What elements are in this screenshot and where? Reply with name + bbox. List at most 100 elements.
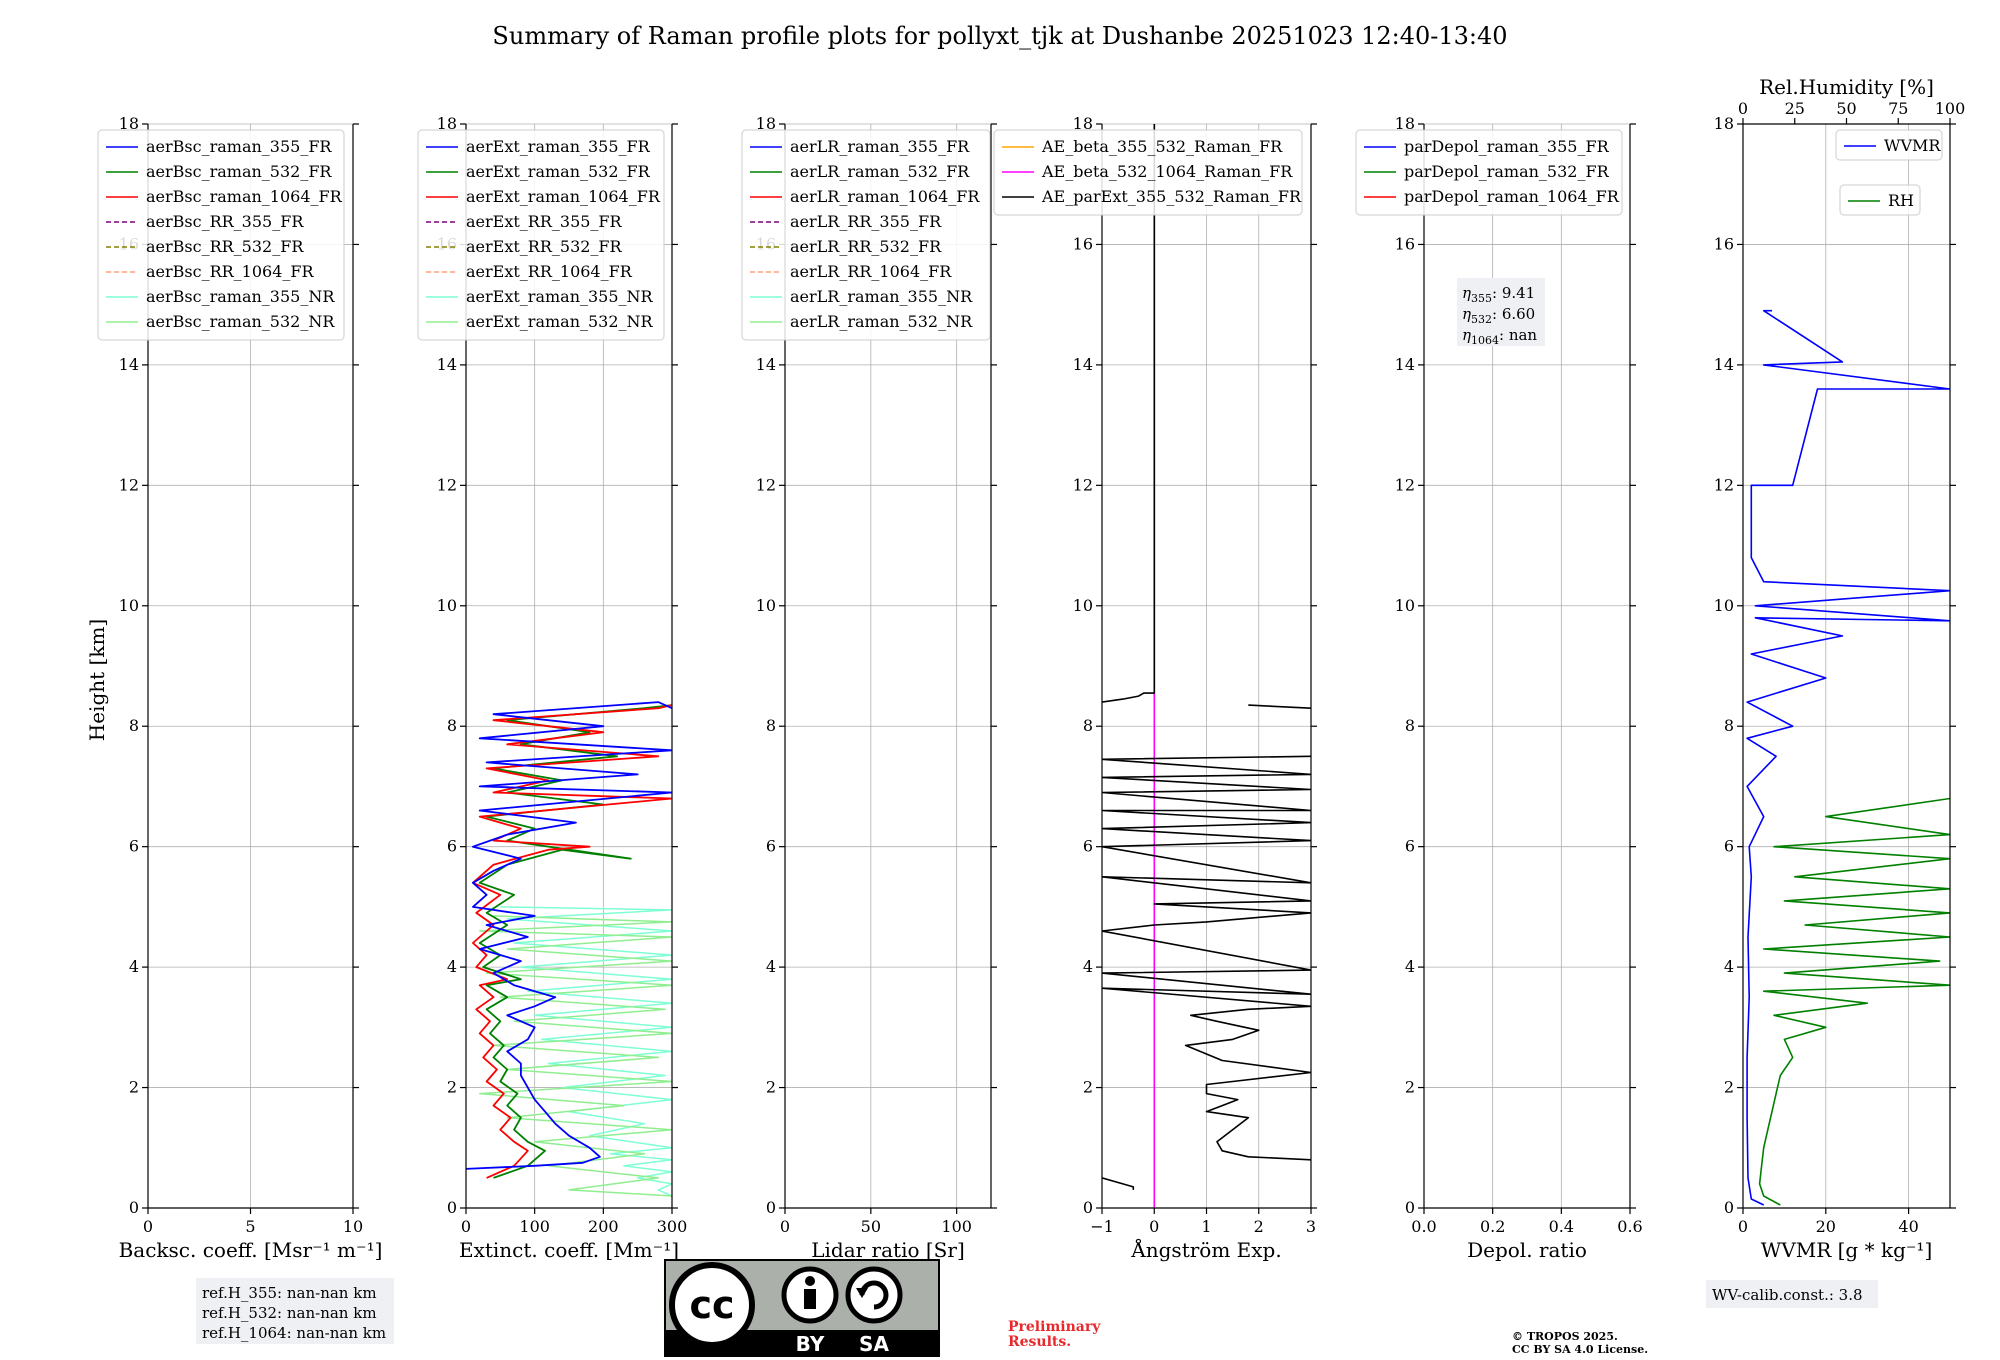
x-tick-label: 0 <box>1738 1217 1748 1236</box>
legend: aerExt_raman_355_FR aerExt_raman_532_FRae… <box>417 129 665 341</box>
y-tick-label: 2 <box>766 1078 776 1097</box>
y-tick-label: 18 <box>756 114 776 133</box>
x-tick-label: 2 <box>1254 1217 1264 1236</box>
legend-wvmr: WVMR <box>1835 129 1943 161</box>
legend-label: aerBsc_RR_1064_FR <box>146 262 315 281</box>
y-tick-label: 0 <box>1083 1198 1093 1217</box>
legend-frame <box>1839 184 1921 216</box>
x-tick-label: 200 <box>588 1217 619 1236</box>
series-group <box>466 701 672 1197</box>
legend-label: aerLR_raman_1064_FR <box>790 187 980 206</box>
legend-label: aerExt_raman_1064_FR <box>466 187 661 206</box>
legend-label: aerBsc_RR_532_FR <box>146 237 304 256</box>
series-group <box>1746 309 1950 1206</box>
legend-label: AE_parExt_355_532_Raman_FR <box>1041 187 1302 206</box>
y-tick-label: 8 <box>1405 716 1415 735</box>
legend-label: aerBsc_raman_532_NR <box>146 312 335 331</box>
legend: AE_beta_355_532_Raman_FR AE_beta_532_1064… <box>993 129 1303 216</box>
legend-label: aerLR_RR_532_FR <box>790 237 942 256</box>
y-tick-label: 12 <box>756 475 776 494</box>
y-tick-label: 12 <box>1395 475 1415 494</box>
y-axis-label: Height [km] <box>85 619 109 741</box>
legend-frame <box>741 129 991 341</box>
legend-label: parDepol_raman_532_FR <box>1404 162 1610 181</box>
y-tick-label: 12 <box>437 475 457 494</box>
x2-tick-label: 50 <box>1836 99 1856 118</box>
y-tick-label: 12 <box>1714 475 1734 494</box>
y-tick-label: 6 <box>447 837 457 856</box>
legend-label: aerExt_RR_355_FR <box>466 212 623 231</box>
x-tick-label: 0.6 <box>1617 1217 1642 1236</box>
y-tick-label: 18 <box>437 114 457 133</box>
x-axis-label: Depol. ratio <box>1467 1238 1587 1262</box>
y-tick-label: 14 <box>1073 355 1093 374</box>
y-tick-label: 2 <box>129 1078 139 1097</box>
y-tick-label: 8 <box>447 716 457 735</box>
y-tick-label: 4 <box>766 957 776 976</box>
y-tick-label: 0 <box>447 1198 457 1217</box>
x-tick-label: 40 <box>1898 1217 1918 1236</box>
x-tick-label: −1 <box>1090 1217 1114 1236</box>
y-tick-label: 14 <box>756 355 776 374</box>
legend-rh: RH <box>1839 184 1921 216</box>
y-tick-label: 4 <box>1083 957 1093 976</box>
x-axis-label: Ångström Exp. <box>1130 1237 1281 1262</box>
legend-label: aerExt_raman_355_FR <box>466 137 651 156</box>
series-group <box>1102 124 1311 1208</box>
x-tick-label: 0 <box>143 1217 153 1236</box>
legend-label: AE_beta_532_1064_Raman_FR <box>1041 162 1293 181</box>
y-tick-label: 4 <box>129 957 139 976</box>
y-tick-label: 0 <box>1405 1198 1415 1217</box>
y-tick-label: 6 <box>1083 837 1093 856</box>
y-tick-label: 0 <box>129 1198 139 1217</box>
x-axis-label: Extinct. coeff. [Mm⁻¹] <box>459 1238 679 1262</box>
x-tick-label: 100 <box>941 1217 972 1236</box>
x-tick-label: 0.2 <box>1480 1217 1505 1236</box>
x-tick-label: 0 <box>780 1217 790 1236</box>
series-line-AE_parExt_355_532_Raman_FR_c <box>1102 124 1156 703</box>
y-tick-label: 12 <box>1073 475 1093 494</box>
y-tick-label: 0 <box>1724 1198 1734 1217</box>
x-tick-label: 0 <box>1149 1217 1159 1236</box>
y-tick-label: 4 <box>447 957 457 976</box>
cc-by-label: BY <box>796 1332 825 1356</box>
y-tick-label: 16 <box>1714 234 1734 253</box>
y-tick-label: 6 <box>1724 837 1734 856</box>
y-tick-label: 8 <box>129 716 139 735</box>
legend-label: WVMR <box>1884 136 1941 155</box>
series-line-aerExt_raman_355_NR <box>500 906 672 1197</box>
legend-label: aerBsc_raman_1064_FR <box>146 187 343 206</box>
x-axis-label: Backsc. coeff. [Msr⁻¹ m⁻¹] <box>119 1238 383 1262</box>
y-tick-label: 18 <box>1073 114 1093 133</box>
y-tick-label: 2 <box>447 1078 457 1097</box>
legend-label: aerLR_raman_532_NR <box>790 312 973 331</box>
x2-tick-label: 100 <box>1935 99 1966 118</box>
ref-notes-box: ref.H_355: nan-nan km ref.H_532: nan-nan… <box>196 1278 394 1344</box>
legend-label: aerExt_RR_532_FR <box>466 237 623 256</box>
y-tick-label: 2 <box>1724 1078 1734 1097</box>
ref-note-355: ref.H_355: nan-nan km <box>202 1284 377 1302</box>
wv-calib-text: WV-calib.const.: 3.8 <box>1712 1286 1863 1304</box>
series-line-RH <box>1758 797 1950 1206</box>
y-tick-label: 16 <box>1395 234 1415 253</box>
y-tick-label: 0 <box>766 1198 776 1217</box>
cc-sa-label: SA <box>859 1332 889 1356</box>
legend-label: parDepol_raman_1064_FR <box>1404 187 1620 206</box>
y-tick-label: 16 <box>1073 234 1093 253</box>
cc-logo-text: cc <box>689 1283 734 1327</box>
legend-label: aerBsc_RR_355_FR <box>146 212 304 231</box>
wv-calib-box <box>1706 1280 1878 1308</box>
series-line-AE_parExt_355_532_Raman_FR_d <box>1248 704 1311 709</box>
legend-label: RH <box>1888 191 1914 210</box>
y-tick-label: 10 <box>1073 596 1093 615</box>
series-line-aerExt_raman_532_FR <box>478 704 672 1179</box>
series-line-AE_parExt_355_532_Raman_FR_b <box>1102 755 1311 1161</box>
x-tick-label: 300 <box>657 1217 688 1236</box>
x2-tick-label: 0 <box>1738 99 1748 118</box>
x-tick-label: 50 <box>861 1217 881 1236</box>
ref-note-1064: ref.H_1064: nan-nan km <box>202 1324 386 1342</box>
